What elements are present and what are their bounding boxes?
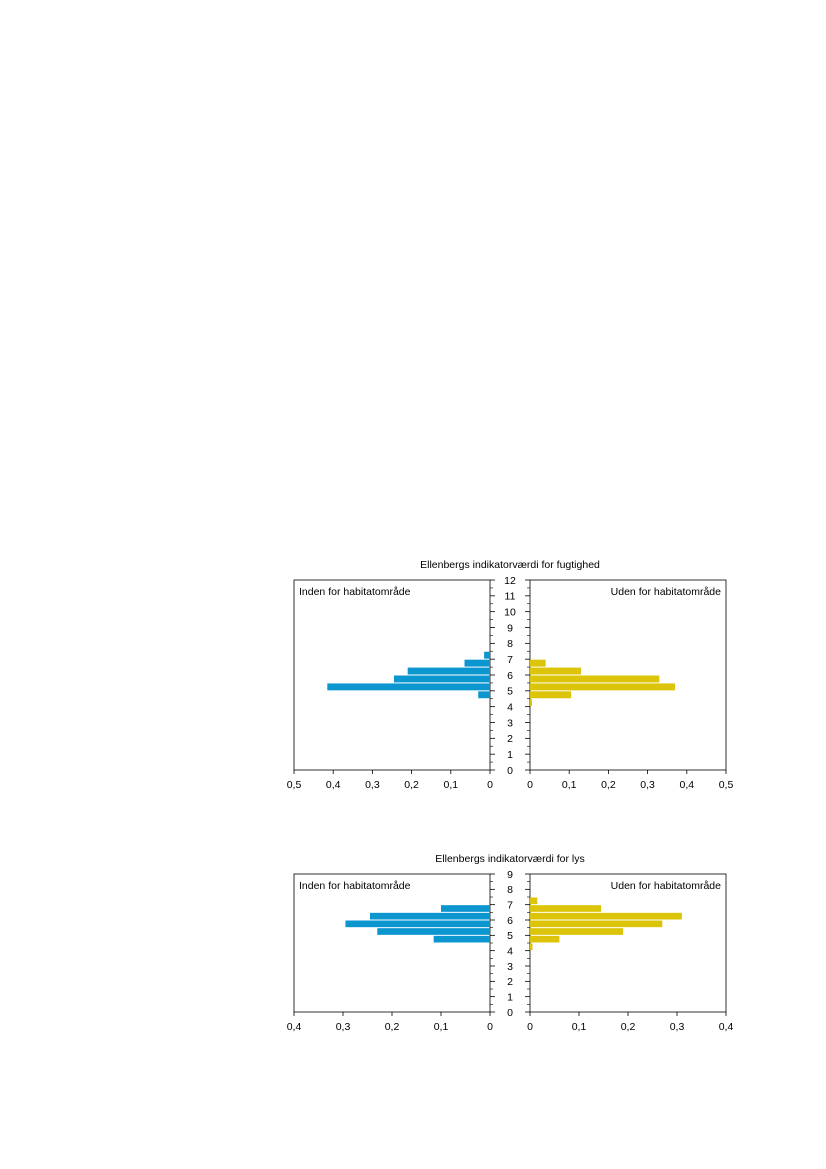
- y-tick-label: 2: [507, 976, 513, 988]
- bar-outside: [530, 943, 533, 951]
- y-tick-label: 6: [507, 915, 513, 927]
- light-chart: Ellenbergs indikatorværdi for lys Inden f…: [287, 853, 734, 1033]
- x-tick-label-right: 0,4: [679, 779, 694, 791]
- left-panel-frame: [293, 579, 491, 771]
- left-panel-frame: [293, 873, 491, 1013]
- y-tick-label: 9: [507, 869, 513, 881]
- y-tick-label: 10: [504, 606, 516, 618]
- x-tick-label-left: 0,3: [365, 779, 380, 791]
- bar-inside: [478, 691, 490, 699]
- y-tick-label: 1: [507, 749, 513, 761]
- x-tick-label-left: 0,2: [404, 779, 419, 791]
- y-tick-label: 1: [507, 991, 513, 1003]
- x-tick-label-left: 0,3: [336, 1021, 351, 1033]
- chart-title: Ellenbergs indikatorværdi for lys: [435, 853, 584, 865]
- bar-outside: [530, 667, 581, 675]
- bar-inside: [407, 667, 490, 675]
- legend-inside-label: Inden for habitatområde: [299, 880, 411, 892]
- bar-inside: [369, 912, 490, 920]
- y-tick-label: 4: [507, 945, 513, 957]
- y-tick-label: 7: [507, 899, 513, 911]
- x-tick-label-left: 0: [487, 1021, 493, 1033]
- legend-inside-label: Inden for habitatområde: [299, 586, 411, 598]
- bar-outside: [530, 905, 602, 912]
- x-tick-label-left: 0,2: [385, 1021, 400, 1033]
- bar-outside: [530, 691, 572, 699]
- bar-outside: [530, 897, 538, 905]
- x-tick-label-left: 0,4: [287, 1021, 302, 1033]
- x-tick-label-left: 0: [487, 779, 493, 791]
- x-tick-label-left: 0,1: [434, 1021, 449, 1033]
- bar-outside: [530, 659, 546, 667]
- bar-inside: [393, 675, 490, 683]
- x-tick-label-left: 0,1: [443, 779, 458, 791]
- y-tick-label: 5: [507, 686, 513, 698]
- x-tick-label-right: 0,1: [572, 1021, 587, 1033]
- x-tick-label-right: 0,4: [719, 1021, 734, 1033]
- y-tick-label: 3: [507, 717, 513, 729]
- bar-inside: [377, 928, 490, 935]
- x-tick-label-left: 0,5: [287, 779, 302, 791]
- bar-outside: [530, 912, 682, 920]
- bar-outside: [530, 920, 663, 928]
- y-tick-label: 12: [504, 575, 516, 587]
- right-panel-frame: [529, 873, 727, 1013]
- y-tick-label: 4: [507, 701, 513, 713]
- bar-inside: [327, 683, 490, 691]
- y-tick-label: 3: [507, 961, 513, 973]
- legend-outside-label: Uden for habitatområde: [611, 880, 721, 892]
- x-tick-label-right: 0: [527, 779, 533, 791]
- bar-inside: [484, 651, 490, 659]
- y-tick-label: 11: [505, 591, 516, 603]
- y-tick-label: 5: [507, 930, 513, 942]
- x-tick-label-right: 0,5: [719, 779, 734, 791]
- bar-inside: [464, 659, 490, 667]
- bar-inside: [441, 905, 490, 912]
- bar-outside: [530, 675, 660, 683]
- moisture-chart: Ellenbergs indikatorværdi for fugtighed I…: [287, 559, 734, 791]
- bar-outside: [530, 935, 560, 943]
- x-tick-label-right: 0,1: [562, 779, 577, 791]
- bar-outside: [530, 699, 532, 707]
- bar-inside: [433, 935, 490, 943]
- y-tick-label: 9: [507, 622, 513, 634]
- bar-outside: [530, 683, 676, 691]
- x-tick-label-right: 0,3: [670, 1021, 685, 1033]
- x-tick-label-right: 0,2: [621, 1021, 636, 1033]
- y-tick-label: 0: [507, 1007, 513, 1019]
- chart-title: Ellenbergs indikatorværdi for fugtighed: [420, 559, 600, 571]
- y-tick-label: 8: [507, 638, 513, 650]
- right-panel-frame: [529, 579, 727, 771]
- bar-inside: [345, 920, 490, 928]
- y-tick-label: 6: [507, 670, 513, 682]
- y-tick-label: 0: [507, 765, 513, 777]
- legend-outside-label: Uden for habitatområde: [611, 586, 721, 598]
- x-tick-label-right: 0: [527, 1021, 533, 1033]
- x-tick-label-right: 0,2: [601, 779, 616, 791]
- y-tick-label: 2: [507, 733, 513, 745]
- y-tick-label: 8: [507, 884, 513, 896]
- x-tick-label-left: 0,4: [326, 779, 341, 791]
- x-tick-label-right: 0,3: [640, 779, 655, 791]
- bar-outside: [530, 928, 624, 935]
- y-tick-label: 7: [507, 654, 513, 666]
